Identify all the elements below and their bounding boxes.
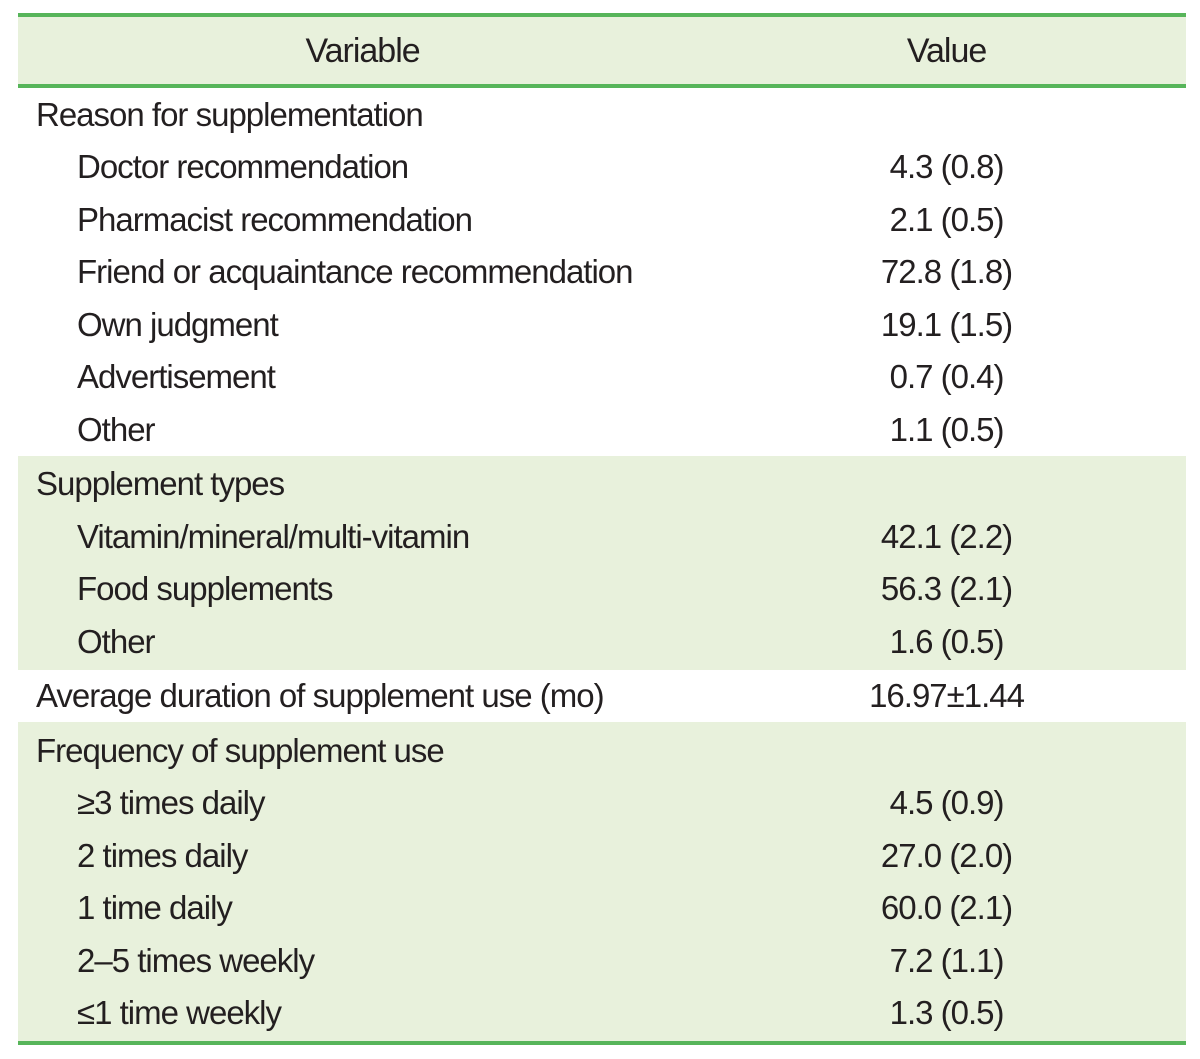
section-average-duration: Average duration of supplement use (mo) … — [18, 670, 1186, 723]
section-frequency-of-use: Frequency of supplement use ≥3 times dai… — [18, 722, 1186, 1041]
section-header-row: Reason for supplementation — [18, 88, 1186, 141]
table-row: 2 times daily 27.0 (2.0) — [18, 829, 1186, 882]
row-label: Friend or acquaintance recommendation — [77, 253, 634, 291]
column-header-value: Value — [906, 31, 987, 70]
section-reason-for-supplementation: Reason for supplementation Doctor recomm… — [18, 88, 1186, 456]
table-row: Average duration of supplement use (mo) … — [18, 670, 1186, 723]
row-label: ≥3 times daily — [77, 784, 266, 822]
table-row: Own judgment 19.1 (1.5) — [18, 298, 1186, 351]
row-label: Doctor recommendation — [77, 148, 409, 186]
row-value: 72.8 (1.8) — [880, 253, 1013, 291]
supplement-use-table: Variable Value Reason for supplementatio… — [18, 13, 1186, 1045]
table-row: Friend or acquaintance recommendation 72… — [18, 246, 1186, 299]
row-label: Pharmacist recommendation — [77, 200, 473, 238]
table-header-row: Variable Value — [18, 13, 1186, 88]
table-row: Other 1.1 (0.5) — [18, 403, 1186, 456]
table-row: ≤1 time weekly 1.3 (0.5) — [18, 987, 1186, 1040]
row-label: Food supplements — [77, 570, 334, 608]
row-label: 1 time daily — [77, 889, 233, 927]
row-label: Own judgment — [77, 305, 279, 343]
row-label: Vitamin/mineral/multi-vitamin — [77, 517, 470, 555]
row-label: ≤1 time weekly — [77, 994, 282, 1032]
row-value: 19.1 (1.5) — [880, 305, 1013, 343]
table-row: 2–5 times weekly 7.2 (1.1) — [18, 934, 1186, 987]
table-row: Vitamin/mineral/multi-vitamin 42.1 (2.2) — [18, 510, 1186, 563]
row-value: 56.3 (2.1) — [880, 570, 1013, 608]
section-header-row: Frequency of supplement use — [18, 724, 1186, 777]
row-label: Other — [77, 622, 156, 660]
table-row: ≥3 times daily 4.5 (0.9) — [18, 777, 1186, 830]
row-value: 1.3 (0.5) — [889, 994, 1005, 1032]
column-header-variable: Variable — [305, 31, 420, 70]
row-value: 2.1 (0.5) — [889, 200, 1005, 238]
row-value: 27.0 (2.0) — [880, 836, 1013, 874]
row-value: 7.2 (1.1) — [889, 941, 1005, 979]
section-title: Reason for supplementation — [36, 95, 424, 133]
row-value: 0.7 (0.4) — [889, 358, 1005, 396]
row-value: 4.5 (0.9) — [889, 784, 1005, 822]
row-label: Average duration of supplement use (mo) — [36, 677, 605, 715]
row-value: 1.1 (0.5) — [889, 410, 1005, 448]
table-row: Pharmacist recommendation 2.1 (0.5) — [18, 193, 1186, 246]
row-value: 42.1 (2.2) — [880, 517, 1013, 555]
row-label: Other — [77, 410, 156, 448]
table-row: Doctor recommendation 4.3 (0.8) — [18, 141, 1186, 194]
section-header-row: Supplement types — [18, 458, 1186, 511]
table-row: Advertisement 0.7 (0.4) — [18, 351, 1186, 404]
section-supplement-types: Supplement types Vitamin/mineral/multi-v… — [18, 455, 1186, 670]
row-value: 16.97±1.44 — [869, 677, 1025, 715]
row-label: 2–5 times weekly — [77, 941, 315, 979]
table-row: Other 1.6 (0.5) — [18, 615, 1186, 668]
row-value: 4.3 (0.8) — [889, 148, 1005, 186]
row-label: Advertisement — [77, 358, 276, 396]
section-title: Frequency of supplement use — [36, 731, 445, 769]
table-row: Food supplements 56.3 (2.1) — [18, 563, 1186, 616]
row-value: 60.0 (2.1) — [880, 889, 1013, 927]
row-value: 1.6 (0.5) — [889, 622, 1005, 660]
row-label: 2 times daily — [77, 836, 248, 874]
table-row: 1 time daily 60.0 (2.1) — [18, 882, 1186, 935]
section-title: Supplement types — [36, 465, 285, 503]
